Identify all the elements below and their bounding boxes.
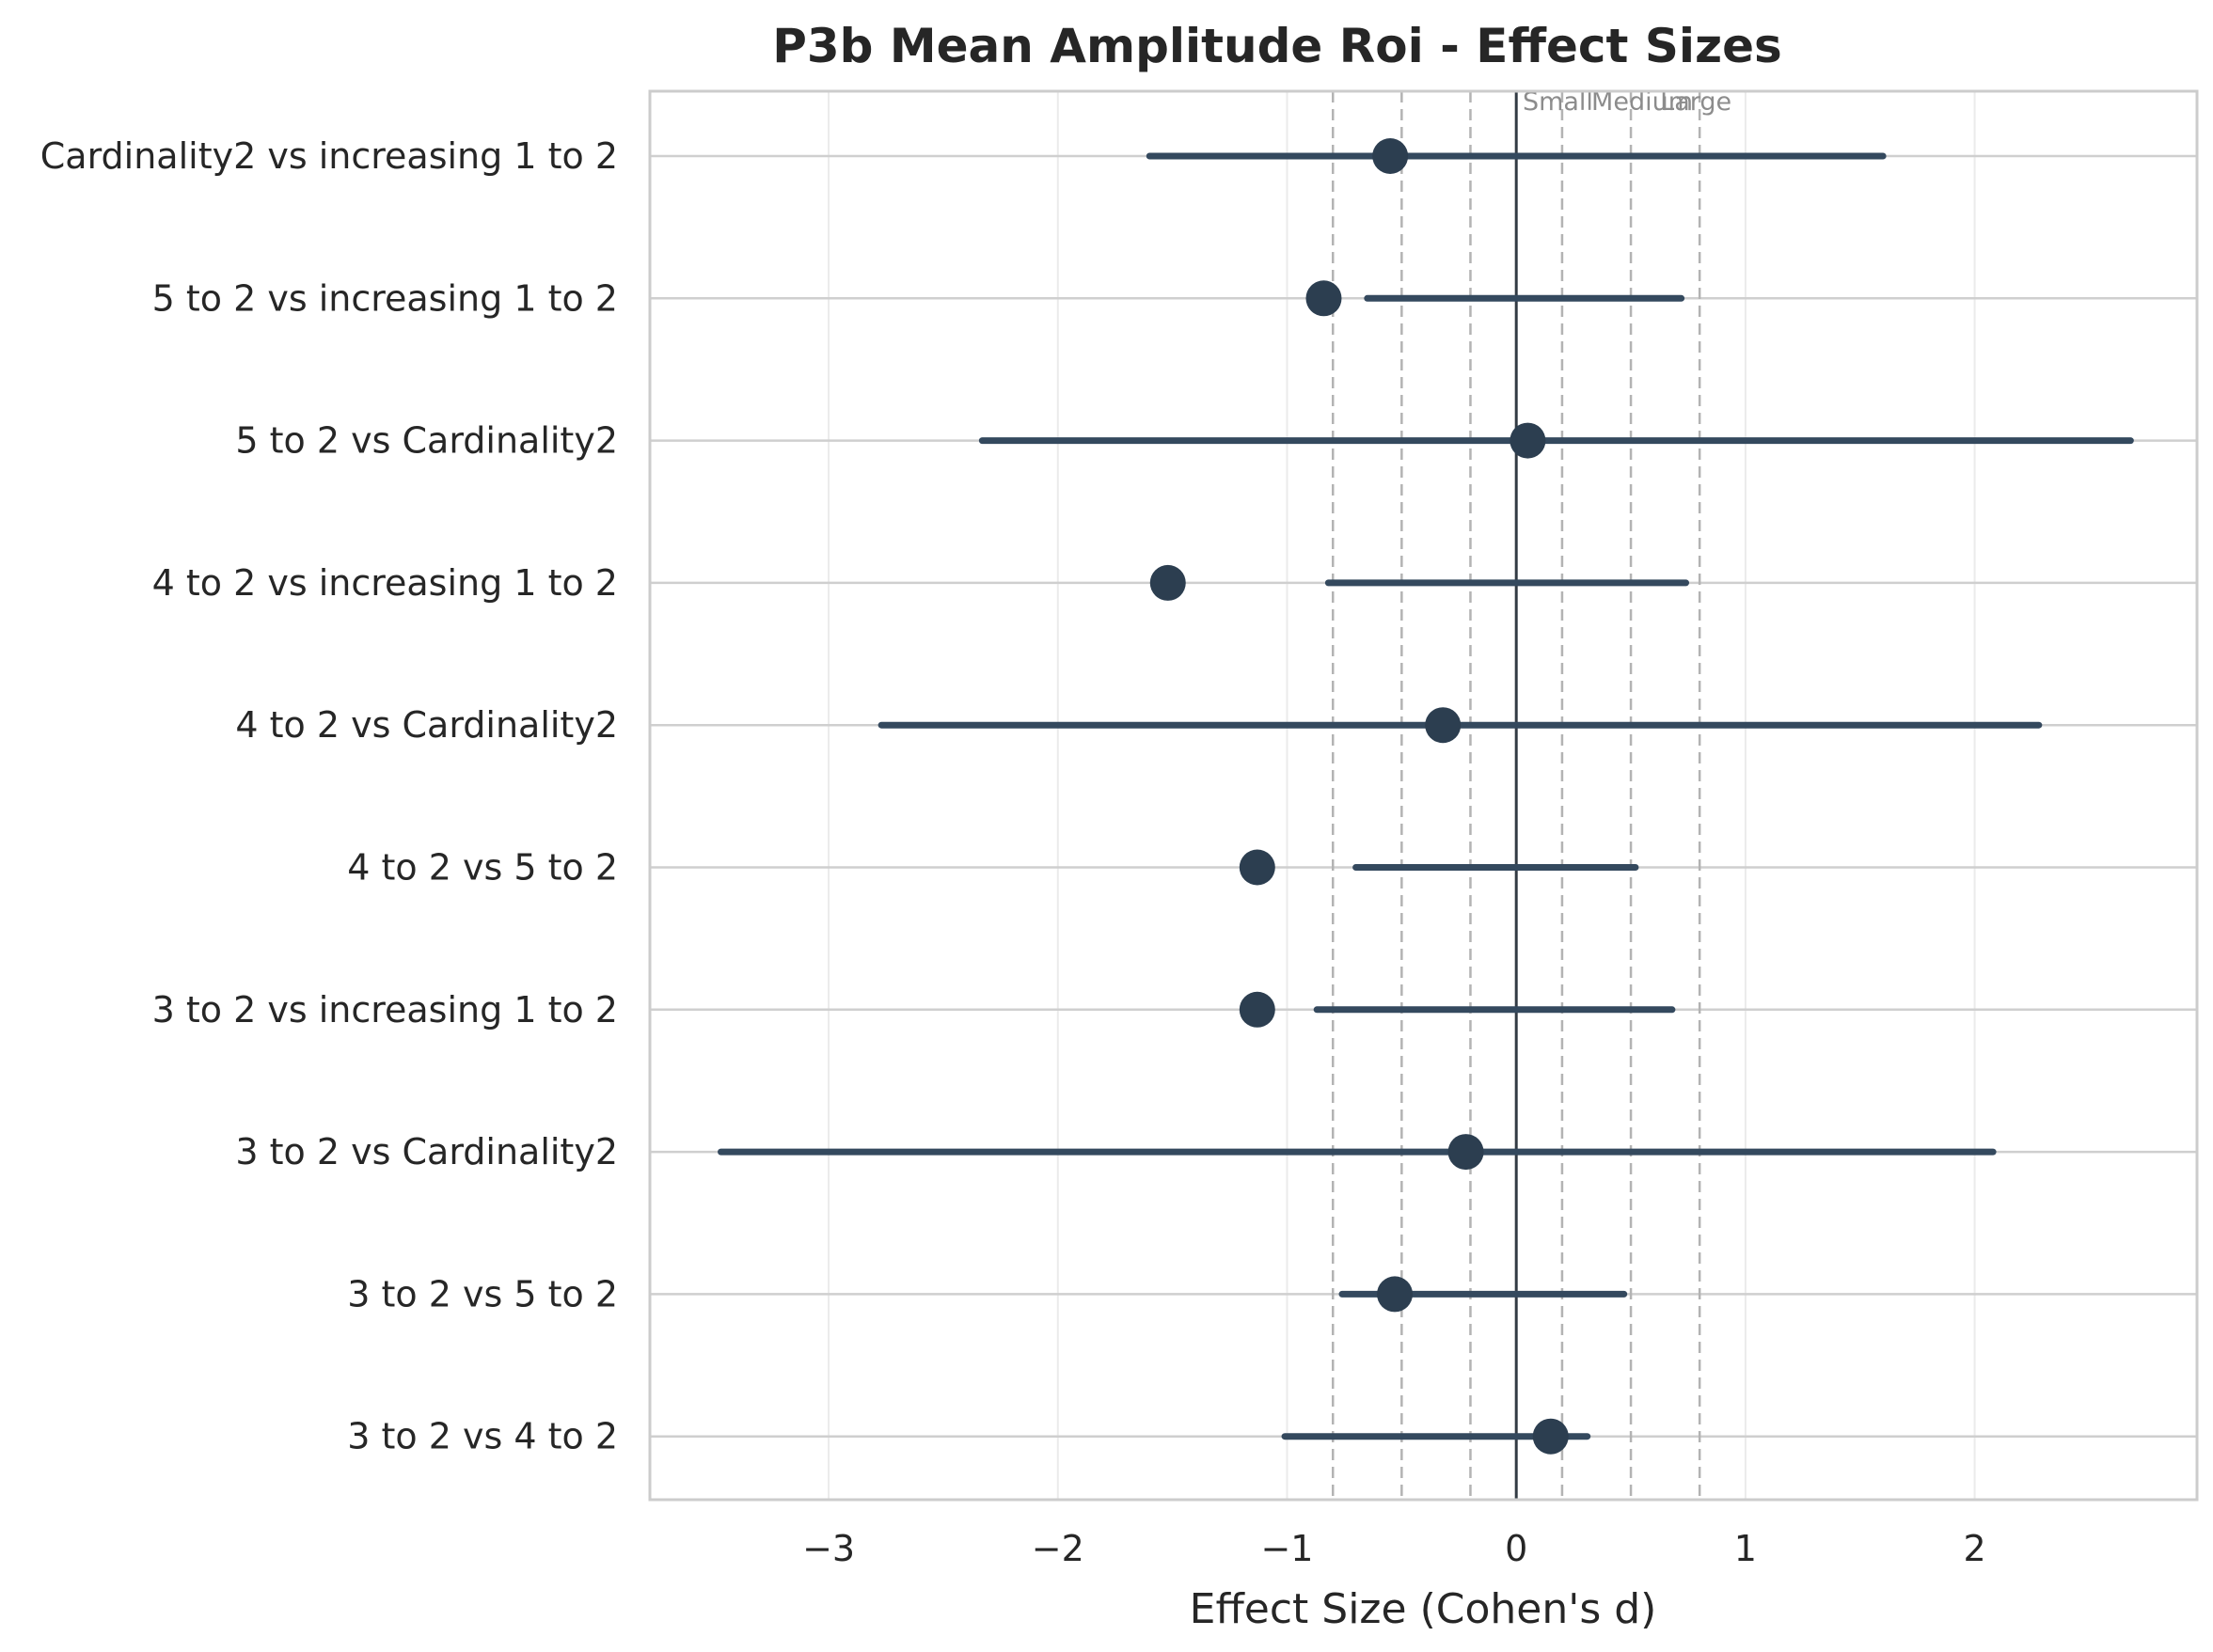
effect-point [1305, 280, 1342, 317]
y-tick-label: Cardinality2 vs increasing 1 to 2 [40, 135, 618, 177]
effect-point [1372, 138, 1409, 174]
y-tick-label: 4 to 2 vs 5 to 2 [347, 847, 618, 889]
chart-title: P3b Mean Amplitude Roi - Effect Sizes [772, 19, 1782, 73]
effect-point [1149, 564, 1186, 601]
x-axis-label: Effect Size (Cohen's d) [1190, 1585, 1657, 1633]
y-tick-label: 4 to 2 vs Cardinality2 [235, 704, 618, 746]
x-tick-label: 2 [1964, 1528, 1986, 1569]
x-tick-label: 1 [1734, 1528, 1757, 1569]
effect-point [1239, 991, 1275, 1028]
x-tick-label: −2 [1032, 1528, 1084, 1569]
effect-point [1377, 1276, 1414, 1313]
y-tick-label: 3 to 2 vs increasing 1 to 2 [152, 989, 618, 1031]
y-tick-label: 4 to 2 vs increasing 1 to 2 [152, 562, 618, 604]
y-tick-label: 5 to 2 vs increasing 1 to 2 [152, 277, 618, 319]
effect-point [1510, 422, 1546, 459]
plot-frame [648, 89, 2199, 1502]
row-layer: Cardinality2 vs increasing 1 to 2 5 to 2 … [40, 135, 2134, 1457]
effect-point [1532, 1418, 1569, 1455]
effect-point [1239, 849, 1275, 886]
y-tick-label: 3 to 2 vs Cardinality2 [235, 1131, 618, 1172]
y-tick-label: 3 to 2 vs 5 to 2 [347, 1273, 618, 1314]
x-tick-label: 0 [1505, 1528, 1527, 1569]
grid-layer [650, 91, 2197, 1500]
y-tick-label: 5 to 2 vs Cardinality2 [235, 420, 618, 462]
effect-point [1425, 707, 1462, 744]
x-tick-label: −1 [1260, 1528, 1313, 1569]
effect-point [1447, 1134, 1484, 1171]
x-tick-label: −3 [802, 1528, 855, 1569]
x-axis-ticks: −3 −2 −1 0 1 2 [802, 1528, 1986, 1569]
y-tick-label: 3 to 2 vs 4 to 2 [347, 1416, 618, 1457]
